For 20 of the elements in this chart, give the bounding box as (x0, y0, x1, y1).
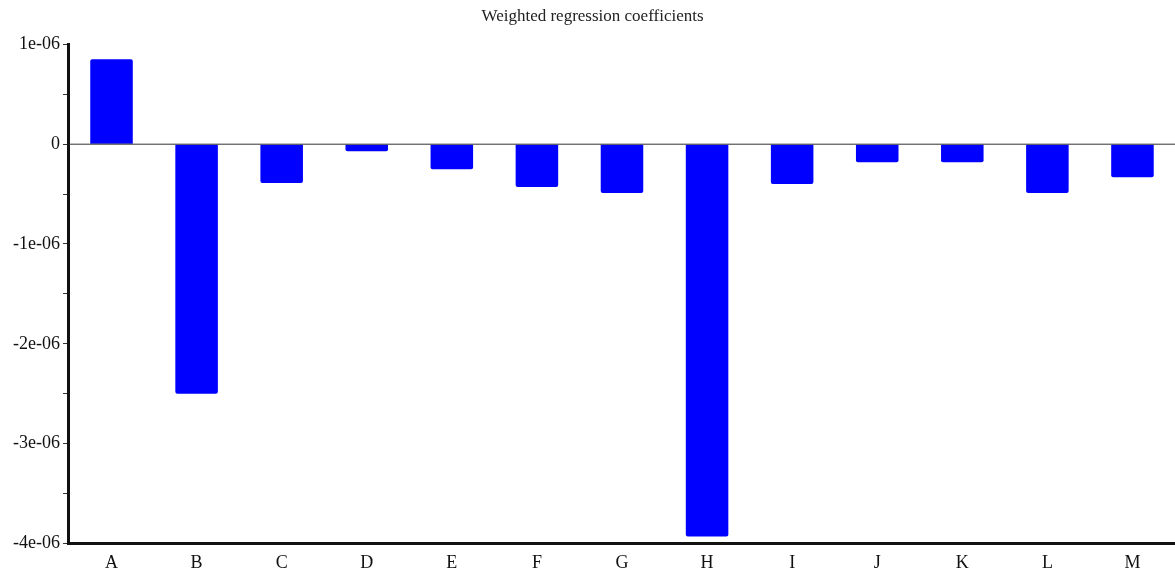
x-tick-label: A (105, 551, 119, 572)
y-tick-label: 0 (50, 132, 60, 153)
y-tick-label: -1e-06 (12, 232, 60, 253)
y-tick-label: 1e-06 (18, 33, 60, 54)
x-tick-label: B (190, 551, 203, 572)
x-tick-label: K (955, 551, 969, 572)
x-tick-label: J (873, 551, 881, 572)
x-tick-label: G (615, 551, 629, 572)
y-tick-label: -3e-06 (12, 432, 60, 453)
x-tick-label: M (1124, 551, 1141, 572)
chart-title: Weighted regression coefficients (481, 5, 704, 25)
y-tick-label: -4e-06 (12, 532, 60, 553)
x-tick-label: E (446, 551, 458, 572)
x-tick-label: I (789, 551, 796, 572)
x-tick-label: L (1041, 551, 1053, 572)
x-tick-label: C (275, 551, 288, 572)
x-tick-label: H (700, 551, 714, 572)
x-tick-label: F (531, 551, 542, 572)
x-tick-label: D (360, 551, 374, 572)
y-tick-label: -2e-06 (12, 332, 60, 353)
